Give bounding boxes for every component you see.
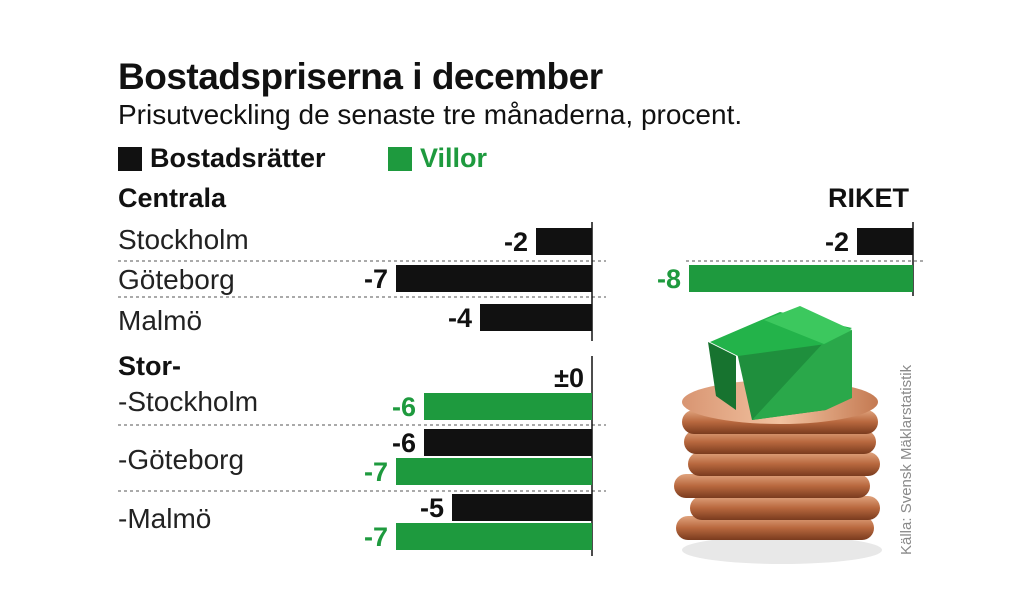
riket-bostadsrätter-bar — [857, 228, 913, 255]
legend-label-bostadsratter: Bostadsrätter — [150, 143, 326, 173]
row-label-stor-goteborg: -Göteborg — [118, 444, 245, 475]
centrala-2-bostadsrätter-bar — [480, 304, 592, 331]
riket-villor-bar — [689, 265, 913, 292]
stor-2-bostadsrätter-value-label: -5 — [419, 493, 444, 523]
legend-swatch-bostadsratter — [118, 146, 142, 171]
chart-title: Bostadspriserna i december — [118, 56, 603, 97]
riket-bostadsrätter-value-label: -2 — [824, 227, 849, 257]
stor-1-villor-value-label: -7 — [363, 457, 388, 487]
row-label-stor-malmo: -Malmö — [118, 503, 212, 534]
stor-1-villor-bar — [396, 458, 592, 485]
stor-0-bostadsrätter-value-label: ±0 — [554, 363, 584, 393]
row-label-malmo: Malmö — [118, 305, 203, 336]
stor-0-villor-value-label: -6 — [391, 392, 416, 422]
centrala-0-bostadsrätter-bar — [536, 228, 592, 255]
stor-2-villor-bar — [396, 523, 592, 550]
section-label-stor: Stor- — [118, 351, 181, 381]
centrala-1-bostadsrätter-bar — [396, 265, 592, 292]
section-label-riket: RIKET — [828, 183, 909, 213]
riket-villor-value-label: -8 — [656, 264, 681, 294]
stor-1-bostadsrätter-value-label: -6 — [391, 428, 416, 458]
legend-item-villor: Villor — [388, 143, 487, 174]
row-label-stor-stockholm: -Stockholm — [118, 386, 259, 417]
chart-subtitle: Prisutveckling de senaste tre månaderna,… — [118, 99, 743, 130]
centrala-0-bostadsrätter-value-label: -2 — [503, 227, 528, 257]
legend-swatch-villor — [388, 146, 412, 171]
legend-item-bostadsratter: Bostadsrätter — [118, 143, 326, 174]
house-on-coins-icon — [674, 306, 882, 564]
stor-0-villor-bar — [424, 393, 592, 420]
stor-2-villor-value-label: -7 — [363, 522, 388, 552]
legend-label-villor: Villor — [420, 143, 488, 173]
section-label-centrala: Centrala — [118, 183, 227, 213]
centrala-2-bostadsrätter-value-label: -4 — [447, 303, 472, 333]
centrala-1-bostadsrätter-value-label: -7 — [363, 264, 388, 294]
source-note: Källa: Svensk Mäklarstatistik — [898, 364, 915, 555]
stor-1-bostadsrätter-bar — [424, 429, 592, 456]
stor-2-bostadsrätter-bar — [452, 494, 592, 521]
row-label-stockholm: Stockholm — [118, 224, 249, 255]
row-label-goteborg: Göteborg — [118, 264, 235, 295]
